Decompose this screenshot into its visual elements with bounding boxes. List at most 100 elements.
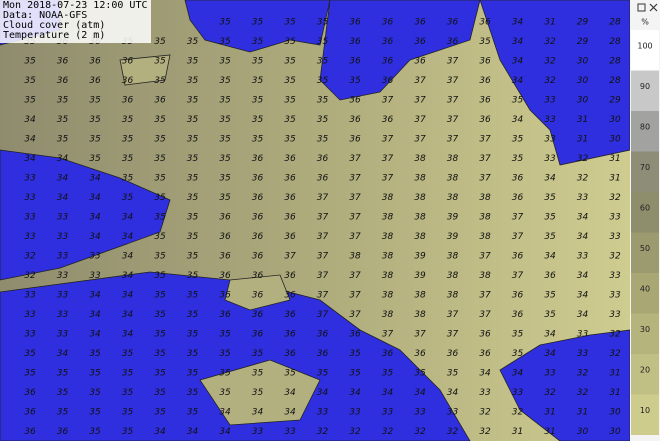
temperature: 33 — [382, 408, 394, 418]
temperature: 30 — [609, 427, 621, 437]
temperature: 38 — [349, 252, 361, 262]
temperature: 35 — [252, 135, 264, 145]
temperature: 36 — [349, 57, 361, 67]
temperature: 35 — [89, 408, 101, 418]
temperature: 34 — [24, 135, 36, 145]
temperature: 35 — [89, 349, 101, 359]
temperature: 36 — [252, 232, 264, 242]
temperature: 34 — [447, 388, 459, 398]
temperature: 34 — [89, 213, 101, 223]
temperature: 36 — [219, 291, 231, 301]
temperature: 33 — [24, 174, 36, 184]
temperature: 37 — [349, 310, 361, 320]
temperature: 36 — [382, 37, 394, 47]
temperature: 33 — [24, 232, 36, 242]
temperature: 34 — [122, 213, 134, 223]
temperature: 35 — [89, 154, 101, 164]
temperature: 35 — [24, 76, 36, 86]
legend-label: 60 — [640, 204, 650, 213]
temperature: 35 — [154, 310, 166, 320]
temperature: 38 — [382, 193, 394, 203]
legend-label: 70 — [640, 163, 650, 172]
temperature: 37 — [512, 213, 524, 223]
temperature: 35 — [219, 154, 231, 164]
temperature: 32 — [317, 427, 329, 437]
temperature: 32 — [544, 57, 556, 67]
temperature: 34 — [512, 57, 524, 67]
temperature: 34 — [219, 408, 231, 418]
temperature: 33 — [57, 232, 69, 242]
temperature: 34 — [577, 232, 589, 242]
temperature: 32 — [512, 408, 524, 418]
temperature: 34 — [577, 271, 589, 281]
temperature: 37 — [317, 213, 329, 223]
temperature: 36 — [317, 349, 329, 359]
temperature: 37 — [414, 135, 426, 145]
temperature: 35 — [252, 388, 264, 398]
temperature: 37 — [414, 115, 426, 125]
popout-icon[interactable] — [637, 3, 646, 12]
temperature: 34 — [57, 154, 69, 164]
temperature: 32 — [577, 388, 589, 398]
temperature: 35 — [154, 291, 166, 301]
temperature: 35 — [122, 154, 134, 164]
temperature: 38 — [414, 310, 426, 320]
sea-area — [0, 149, 171, 281]
legend-unit: % — [641, 18, 649, 27]
temperature: 37 — [512, 271, 524, 281]
temperature: 36 — [252, 154, 264, 164]
temperature: 36 — [284, 271, 296, 281]
temperature: 36 — [414, 18, 426, 28]
temperature: 32 — [577, 174, 589, 184]
temperature: 35 — [414, 369, 426, 379]
temperature: 36 — [252, 252, 264, 262]
temperature: 33 — [577, 193, 589, 203]
temperature: 38 — [414, 232, 426, 242]
temperature: 35 — [187, 349, 199, 359]
temperature: 32 — [447, 427, 459, 437]
temperature: 36 — [382, 18, 394, 28]
temperature: 36 — [57, 57, 69, 67]
temperature: 33 — [544, 154, 556, 164]
legend-label: 80 — [640, 123, 650, 132]
temperature: 35 — [89, 388, 101, 398]
temperature: 31 — [544, 408, 555, 418]
temperature: 33 — [57, 291, 69, 301]
temperature: 35 — [219, 37, 231, 47]
temperature: 34 — [382, 388, 394, 398]
temperature: 34 — [252, 408, 264, 418]
temperature: 35 — [187, 252, 199, 262]
temperature: 35 — [187, 174, 199, 184]
temperature: 34 — [57, 174, 69, 184]
temperature: 33 — [609, 213, 621, 223]
temperature: 35 — [89, 96, 101, 106]
temperature: 37 — [447, 115, 459, 125]
close-icon[interactable] — [649, 3, 658, 12]
legend-label: 40 — [640, 285, 650, 294]
temperature: 33 — [24, 310, 36, 320]
temperature: 34 — [122, 330, 134, 340]
info-box: Mon 2018-07-23 12:00 UTC Data: NOAA-GFS … — [0, 0, 151, 43]
temperature: 36 — [89, 76, 101, 86]
temperature: 33 — [609, 291, 621, 301]
temperature: 35 — [187, 369, 199, 379]
temperature: 33 — [447, 408, 459, 418]
temperature: 35 — [154, 330, 166, 340]
temperature: 37 — [317, 252, 329, 262]
temperature: 35 — [187, 213, 199, 223]
temperature: 36 — [317, 330, 329, 340]
temperature: 36 — [447, 37, 459, 47]
temperature: 36 — [382, 115, 394, 125]
temperature: 33 — [609, 310, 621, 320]
temperature: 35 — [187, 154, 199, 164]
temperature: 34 — [577, 213, 589, 223]
temperature: 34 — [57, 193, 69, 203]
temperature: 32 — [349, 427, 361, 437]
temperature: 37 — [349, 154, 361, 164]
temperature: 32 — [479, 427, 491, 437]
temperature: 34 — [57, 349, 69, 359]
temperature: 34 — [89, 174, 101, 184]
temperature: 35 — [512, 135, 524, 145]
temperature: 35 — [154, 115, 166, 125]
temperature: 34 — [154, 427, 166, 437]
